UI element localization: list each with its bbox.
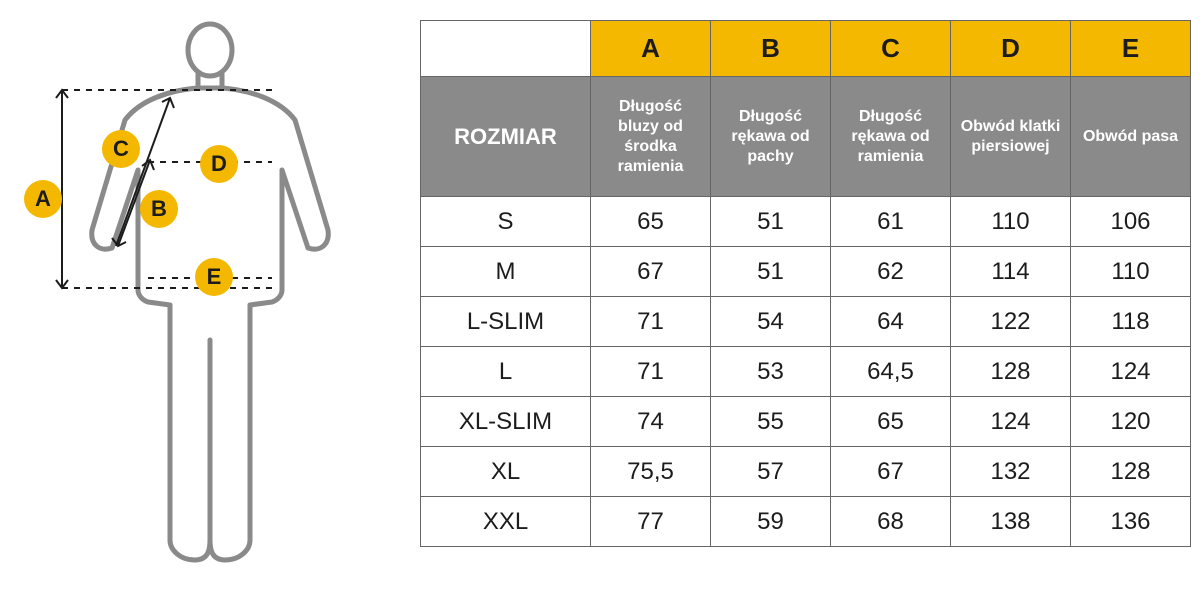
body-measurement-diagram: A C D B E [20, 20, 400, 580]
value-cell: 71 [591, 347, 711, 397]
table-row: L715364,5128124 [421, 347, 1191, 397]
value-cell: 122 [951, 297, 1071, 347]
corner-empty-cell [421, 21, 591, 77]
col-letter-b: B [711, 21, 831, 77]
figure-svg [20, 20, 400, 580]
table-row: XXL775968138136 [421, 497, 1191, 547]
col-desc-e: Obwód pasa [1071, 77, 1191, 197]
col-letter-d: D [951, 21, 1071, 77]
rozmiar-header: ROZMIAR [421, 77, 591, 197]
value-cell: 64,5 [831, 347, 951, 397]
table-row: XL75,55767132128 [421, 447, 1191, 497]
value-cell: 65 [831, 397, 951, 447]
size-cell: XXL [421, 497, 591, 547]
table-row: L-SLIM715464122118 [421, 297, 1191, 347]
value-cell: 55 [711, 397, 831, 447]
marker-e: E [195, 258, 233, 296]
size-chart-table: A B C D E ROZMIAR Długość bluzy od środk… [420, 20, 1191, 547]
value-cell: 136 [1071, 497, 1191, 547]
value-cell: 64 [831, 297, 951, 347]
col-letter-c: C [831, 21, 951, 77]
letter-header-row: A B C D E [421, 21, 1191, 77]
table-row: M675162114110 [421, 247, 1191, 297]
value-cell: 114 [951, 247, 1071, 297]
value-cell: 54 [711, 297, 831, 347]
marker-b: B [140, 190, 178, 228]
marker-d: D [200, 145, 238, 183]
value-cell: 75,5 [591, 447, 711, 497]
size-cell: M [421, 247, 591, 297]
value-cell: 120 [1071, 397, 1191, 447]
value-cell: 77 [591, 497, 711, 547]
value-cell: 106 [1071, 197, 1191, 247]
marker-c: C [102, 130, 140, 168]
value-cell: 61 [831, 197, 951, 247]
size-cell: XL [421, 447, 591, 497]
value-cell: 132 [951, 447, 1071, 497]
value-cell: 110 [1071, 247, 1191, 297]
col-desc-b: Długość rękawa od pachy [711, 77, 831, 197]
col-desc-a: Długość bluzy od środka ramienia [591, 77, 711, 197]
value-cell: 124 [1071, 347, 1191, 397]
size-rows: S655161110106M675162114110L-SLIM71546412… [421, 197, 1191, 547]
col-letter-a: A [591, 21, 711, 77]
value-cell: 110 [951, 197, 1071, 247]
value-cell: 124 [951, 397, 1071, 447]
size-cell: XL-SLIM [421, 397, 591, 447]
marker-a: A [24, 180, 62, 218]
value-cell: 128 [1071, 447, 1191, 497]
value-cell: 67 [831, 447, 951, 497]
value-cell: 68 [831, 497, 951, 547]
size-cell: L [421, 347, 591, 397]
value-cell: 118 [1071, 297, 1191, 347]
value-cell: 53 [711, 347, 831, 397]
size-cell: S [421, 197, 591, 247]
col-desc-d: Obwód klatki piersiowej [951, 77, 1071, 197]
value-cell: 59 [711, 497, 831, 547]
value-cell: 138 [951, 497, 1071, 547]
value-cell: 62 [831, 247, 951, 297]
value-cell: 71 [591, 297, 711, 347]
table-row: S655161110106 [421, 197, 1191, 247]
value-cell: 74 [591, 397, 711, 447]
desc-header-row: ROZMIAR Długość bluzy od środka ramienia… [421, 77, 1191, 197]
col-letter-e: E [1071, 21, 1191, 77]
table-row: XL-SLIM745565124120 [421, 397, 1191, 447]
value-cell: 67 [591, 247, 711, 297]
value-cell: 57 [711, 447, 831, 497]
value-cell: 51 [711, 247, 831, 297]
col-desc-c: Długość rękawa od ramienia [831, 77, 951, 197]
value-cell: 128 [951, 347, 1071, 397]
size-cell: L-SLIM [421, 297, 591, 347]
value-cell: 51 [711, 197, 831, 247]
value-cell: 65 [591, 197, 711, 247]
